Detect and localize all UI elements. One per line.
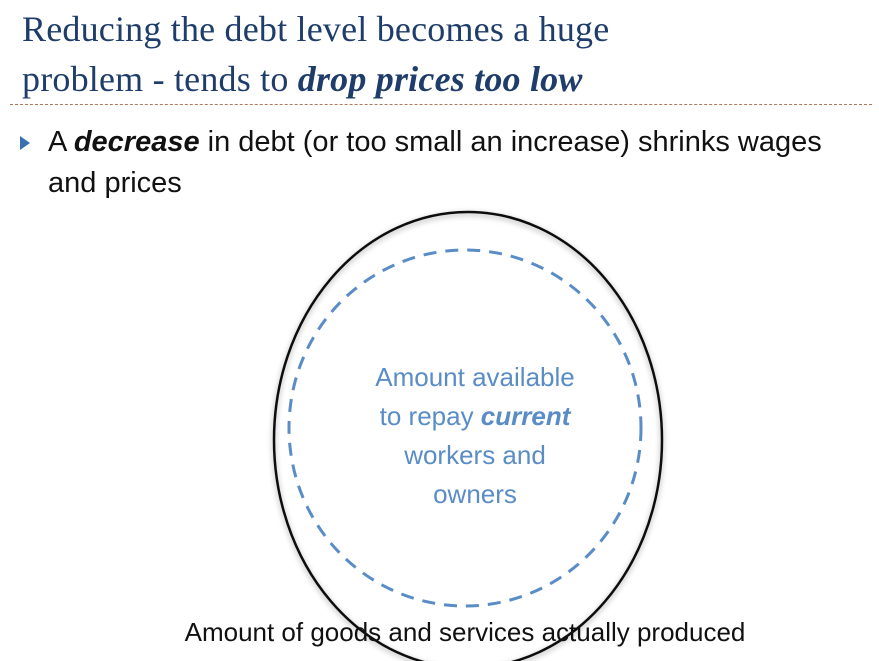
inner-label-line-2-emphasis: current bbox=[480, 401, 571, 431]
bullet-prefix: A bbox=[48, 126, 74, 158]
inner-label-line-4: owners bbox=[433, 479, 517, 509]
title-divider bbox=[10, 104, 872, 105]
bullet-text: A decrease in debt (or too small an incr… bbox=[48, 122, 848, 204]
title-line-1: Reducing the debt level becomes a huge bbox=[22, 9, 610, 49]
title-line-2-plain: problem - tends to bbox=[22, 59, 298, 99]
slide-title: Reducing the debt level becomes a huge p… bbox=[22, 4, 872, 104]
inner-label-line-3: workers and bbox=[404, 440, 546, 470]
outer-circle bbox=[272, 210, 664, 661]
inner-label-line-1: Amount available bbox=[375, 362, 575, 392]
title-line-2-emphasis: drop prices too low bbox=[297, 59, 583, 99]
inner-dashed-circle bbox=[287, 248, 643, 608]
bullet-suffix: in debt (or too small an increase) shrin… bbox=[48, 126, 822, 199]
outer-circle-label: Amount of goods and services actually pr… bbox=[184, 617, 746, 647]
title-line-2: problem - tends to drop prices too low bbox=[22, 54, 872, 104]
bullet-arrow-icon bbox=[20, 136, 30, 150]
inner-label-line-2: to repay current bbox=[340, 397, 610, 436]
inner-circle-label: Amount available to repay current worker… bbox=[340, 358, 610, 514]
inner-label-line-2-plain: to repay bbox=[379, 401, 481, 431]
bullet-emphasis: decrease bbox=[73, 126, 200, 158]
